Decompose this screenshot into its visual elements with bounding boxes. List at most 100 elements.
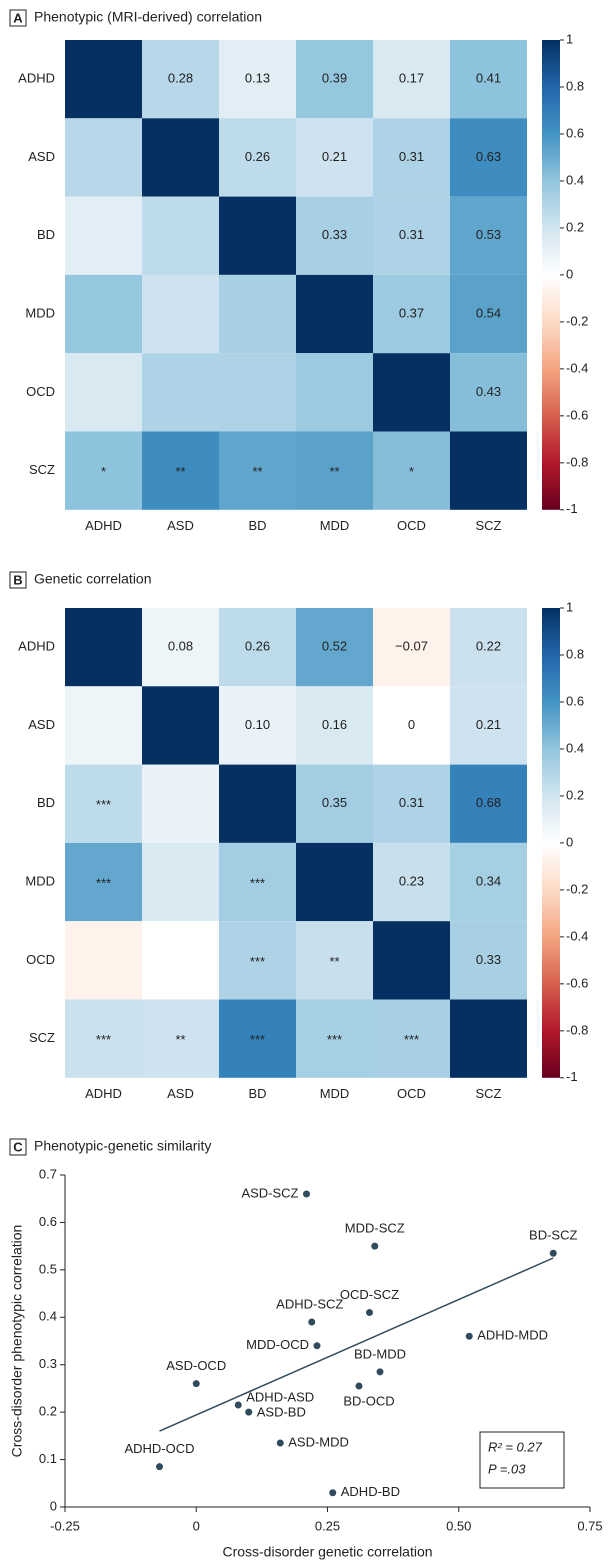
- heatmap-cell: [142, 274, 219, 354]
- heatmap-cell: [450, 999, 527, 1078]
- heatmap-cell: [65, 842, 142, 922]
- significance-marker: ***: [250, 954, 265, 969]
- data-point: [276, 1439, 284, 1447]
- heatmap-cell: [296, 686, 373, 765]
- y-tick-label: OCD: [26, 952, 55, 967]
- stats-annotation: R² = 0.27: [488, 1439, 543, 1454]
- heatmap-cell: [450, 40, 527, 119]
- heatmap-cell: [142, 608, 219, 687]
- heatmap-cell: [450, 353, 527, 432]
- heatmap-cell: [65, 608, 142, 687]
- heatmap-cell: [65, 196, 142, 275]
- colorbar-tick-label: 0.8: [566, 646, 584, 661]
- heatmap-cell: [450, 764, 527, 843]
- significance-marker: **: [329, 464, 339, 479]
- heatmap-cell: [219, 353, 296, 432]
- colorbar-tick-label: -0.6: [566, 407, 588, 422]
- heatmap-cell: [296, 274, 373, 354]
- colorbar-tick-label: 0.4: [566, 740, 584, 755]
- colorbar-tick-label: -0.2: [566, 313, 588, 328]
- heatmap-cell: [450, 608, 527, 687]
- point-label: OCD-SCZ: [340, 1287, 399, 1302]
- cell-label: 0.35: [322, 795, 347, 810]
- point-label: ADHD-OCD: [124, 1441, 194, 1456]
- heatmap-cell: [296, 118, 373, 197]
- heatmap-cell: [65, 686, 142, 765]
- panel-label-box: [9, 571, 27, 589]
- significance-marker: ***: [404, 1032, 419, 1047]
- point-label: ADHD-MDD: [477, 1328, 548, 1343]
- heatmap-cell: [65, 353, 142, 432]
- colorbar-tick-label: 0.4: [566, 172, 584, 187]
- cell-label: 0.37: [399, 305, 424, 320]
- y-tick-label: BD: [37, 795, 55, 810]
- x-tick-label: -0.25: [50, 1518, 80, 1533]
- y-axis-title: Cross-disorder phenotypic correlation: [9, 1225, 25, 1458]
- heatmap-cell: [450, 118, 527, 197]
- cell-label: 0.54: [476, 305, 501, 320]
- x-tick-label: BD: [248, 1086, 266, 1101]
- colorbar-tick-label: -0.4: [566, 928, 588, 943]
- heatmap-cell: [373, 40, 450, 119]
- cell-label: 0.31: [399, 795, 424, 810]
- heatmap-cell: [296, 353, 373, 432]
- colorbar-tick-label: -0.8: [566, 1022, 588, 1037]
- y-tick-label: OCD: [26, 384, 55, 399]
- colorbar-tick-label: 0.2: [566, 787, 584, 802]
- y-tick-label: MDD: [25, 873, 55, 888]
- significance-marker: **: [329, 954, 339, 969]
- x-tick-label: MDD: [320, 1086, 350, 1101]
- data-point: [308, 1318, 316, 1326]
- x-tick-label: SCZ: [476, 518, 502, 533]
- y-tick-label: ADHD: [18, 71, 55, 86]
- heatmap-cell: [373, 196, 450, 275]
- panel-label-box: [9, 1138, 27, 1156]
- significance-marker: **: [175, 1032, 185, 1047]
- data-point: [156, 1463, 163, 1471]
- cell-label: 0: [408, 717, 415, 732]
- heatmap-cell: [219, 196, 296, 275]
- heatmap-cell: [450, 686, 527, 765]
- heatmap-cell: [296, 196, 373, 275]
- data-point: [366, 1309, 373, 1317]
- y-tick-label: MDD: [25, 305, 55, 320]
- heatmap-cell: [65, 999, 142, 1078]
- heatmap-cell: [219, 921, 296, 1000]
- cell-label: 0.33: [322, 227, 347, 242]
- heatmap-cell: [142, 353, 219, 432]
- y-tick-label: 0.7: [39, 1166, 57, 1181]
- data-point: [549, 1249, 557, 1257]
- point-label: BD-OCD: [343, 1393, 394, 1408]
- heatmap-cell: [142, 921, 219, 1000]
- colorbar-tick-label: 0.8: [566, 78, 584, 93]
- y-tick-label: ASD: [28, 149, 55, 164]
- point-label: ADHD-ASD: [246, 1389, 314, 1404]
- cell-label: 0.08: [168, 639, 193, 654]
- colorbar-tick-label: 0.6: [566, 125, 584, 140]
- point-label: ASD-SCZ: [241, 1185, 298, 1200]
- colorbar-tick-label: -0.2: [566, 881, 588, 896]
- heatmap-cell: [373, 921, 450, 1000]
- point-label: ASD-OCD: [166, 1358, 226, 1373]
- heatmap-cell: [219, 608, 296, 687]
- y-tick-label: 0.5: [39, 1261, 57, 1276]
- heatmap-cell: [373, 274, 450, 354]
- heatmap-cell: [219, 686, 296, 765]
- cell-label: 0.52: [322, 639, 347, 654]
- heatmap-cell: [296, 608, 373, 687]
- colorbar-tick-label: 0.2: [566, 219, 584, 234]
- x-tick-label: 0.50: [446, 1518, 471, 1533]
- heatmap-cell: [65, 921, 142, 1000]
- point-label: MDD-SCZ: [345, 1221, 405, 1236]
- significance-marker: *: [409, 464, 414, 479]
- heatmap-cell: [296, 764, 373, 843]
- heatmap-cell: [450, 921, 527, 1000]
- heatmap-cell: [65, 274, 142, 354]
- cell-label: 0.63: [476, 149, 501, 164]
- cell-label: 0.17: [399, 71, 424, 86]
- y-tick-label: 0.1: [39, 1451, 57, 1466]
- x-tick-label: OCD: [397, 1086, 426, 1101]
- cell-label: 0.31: [399, 149, 424, 164]
- y-tick-label: 0.4: [39, 1309, 57, 1324]
- colorbar-tick-label: -0.6: [566, 975, 588, 990]
